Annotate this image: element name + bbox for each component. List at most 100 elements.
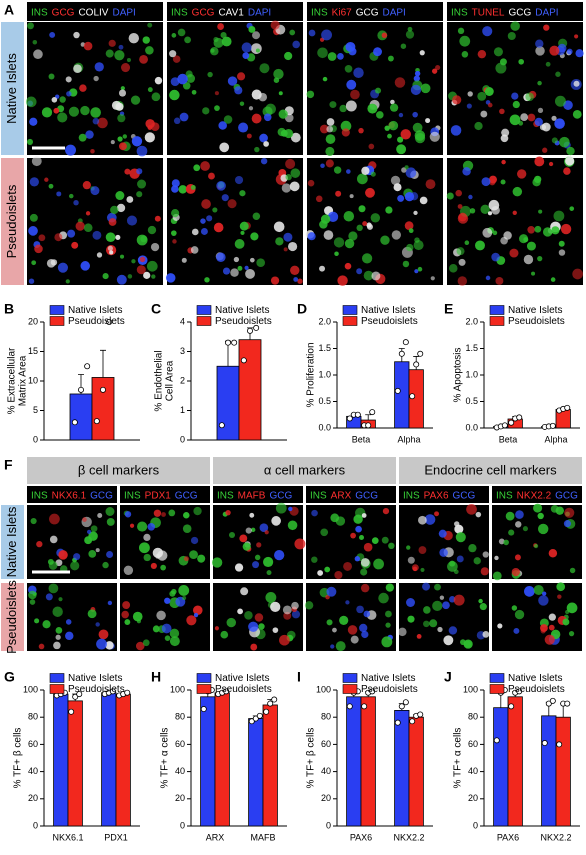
stain-name: GCG — [453, 490, 476, 501]
cell — [48, 183, 54, 189]
cell — [105, 507, 115, 516]
cell — [306, 90, 315, 99]
y-tick-label: 20 — [28, 793, 38, 803]
legend-label: Pseudoislets — [215, 316, 272, 327]
cell — [178, 585, 190, 596]
legend-label: Native Islets — [361, 673, 415, 684]
cell — [121, 610, 129, 619]
stain-name: Ki67 — [332, 7, 352, 18]
cell — [139, 256, 146, 263]
cell — [360, 568, 368, 576]
cell — [491, 252, 500, 262]
cell — [259, 523, 269, 533]
cell — [190, 185, 196, 190]
cell — [96, 638, 107, 650]
cell — [161, 512, 166, 517]
cell — [94, 62, 104, 72]
row-label-bg — [1, 505, 24, 579]
cell — [402, 260, 410, 268]
stain-label-bg — [306, 486, 396, 503]
cell — [286, 630, 296, 640]
cell — [82, 517, 87, 522]
cell — [396, 144, 407, 155]
cell — [38, 643, 45, 650]
cell — [420, 83, 431, 94]
data-point — [369, 409, 376, 416]
cell — [438, 529, 447, 538]
cell — [173, 117, 181, 125]
cell — [335, 516, 346, 526]
cell — [251, 89, 262, 100]
cell — [466, 503, 477, 515]
stain-name: GCG — [355, 490, 378, 501]
error-bar — [365, 414, 372, 421]
cell — [136, 145, 148, 157]
cell — [155, 553, 161, 559]
y-tick-label: 1 — [180, 405, 185, 415]
cell — [260, 157, 268, 165]
cell — [501, 159, 506, 165]
cell — [118, 44, 124, 50]
cell — [179, 112, 189, 122]
cell — [348, 231, 358, 241]
data-point — [256, 712, 263, 719]
cell — [398, 112, 404, 118]
stain-label-bg — [167, 2, 303, 21]
cell — [448, 626, 458, 635]
cell — [102, 273, 109, 280]
micrograph-texture — [305, 159, 436, 286]
cell — [27, 22, 34, 30]
stain-name: GCG — [175, 490, 198, 501]
cell — [230, 268, 239, 277]
legend-swatch — [342, 316, 358, 326]
cell — [443, 635, 454, 646]
cell — [51, 96, 58, 103]
y-tick-label: 20 — [321, 793, 331, 803]
cell — [29, 117, 38, 126]
cell — [115, 191, 125, 201]
cell — [367, 103, 378, 114]
cell — [356, 173, 368, 185]
cell — [361, 630, 369, 639]
cell — [250, 527, 256, 533]
cell — [65, 619, 72, 625]
data-point — [271, 696, 278, 703]
cell — [542, 227, 553, 237]
y-tick-label: 60 — [468, 739, 478, 749]
data-point — [361, 703, 368, 710]
cell — [193, 506, 202, 516]
data-point — [100, 386, 107, 393]
stain-label: INS NKX2.2 GCG — [496, 490, 578, 501]
stain-name: NKX6.1 — [52, 490, 87, 501]
cell — [75, 221, 85, 231]
cell — [110, 140, 115, 145]
cell — [172, 239, 177, 244]
cell — [65, 76, 72, 83]
cell — [515, 510, 524, 519]
cell — [57, 112, 68, 123]
cell — [334, 251, 339, 257]
cell — [191, 89, 197, 95]
cell — [568, 631, 575, 637]
cell — [393, 183, 402, 192]
cell — [482, 227, 493, 238]
cell — [308, 29, 316, 37]
cell — [157, 550, 168, 561]
cell — [274, 549, 285, 561]
cell — [171, 179, 180, 188]
cell — [214, 91, 219, 96]
cell — [270, 601, 281, 613]
data-point — [223, 688, 230, 695]
cell — [319, 124, 329, 134]
cell — [111, 100, 122, 110]
stain-name: INS — [403, 490, 420, 501]
legend-swatch — [196, 673, 212, 683]
micrograph-texture — [25, 22, 163, 157]
cell — [500, 134, 509, 143]
cell — [340, 120, 352, 132]
cell — [388, 542, 395, 550]
cell — [273, 221, 285, 233]
y-axis-label: % TF+ α cells — [453, 728, 464, 789]
data-point — [263, 708, 270, 715]
cell — [248, 106, 254, 111]
